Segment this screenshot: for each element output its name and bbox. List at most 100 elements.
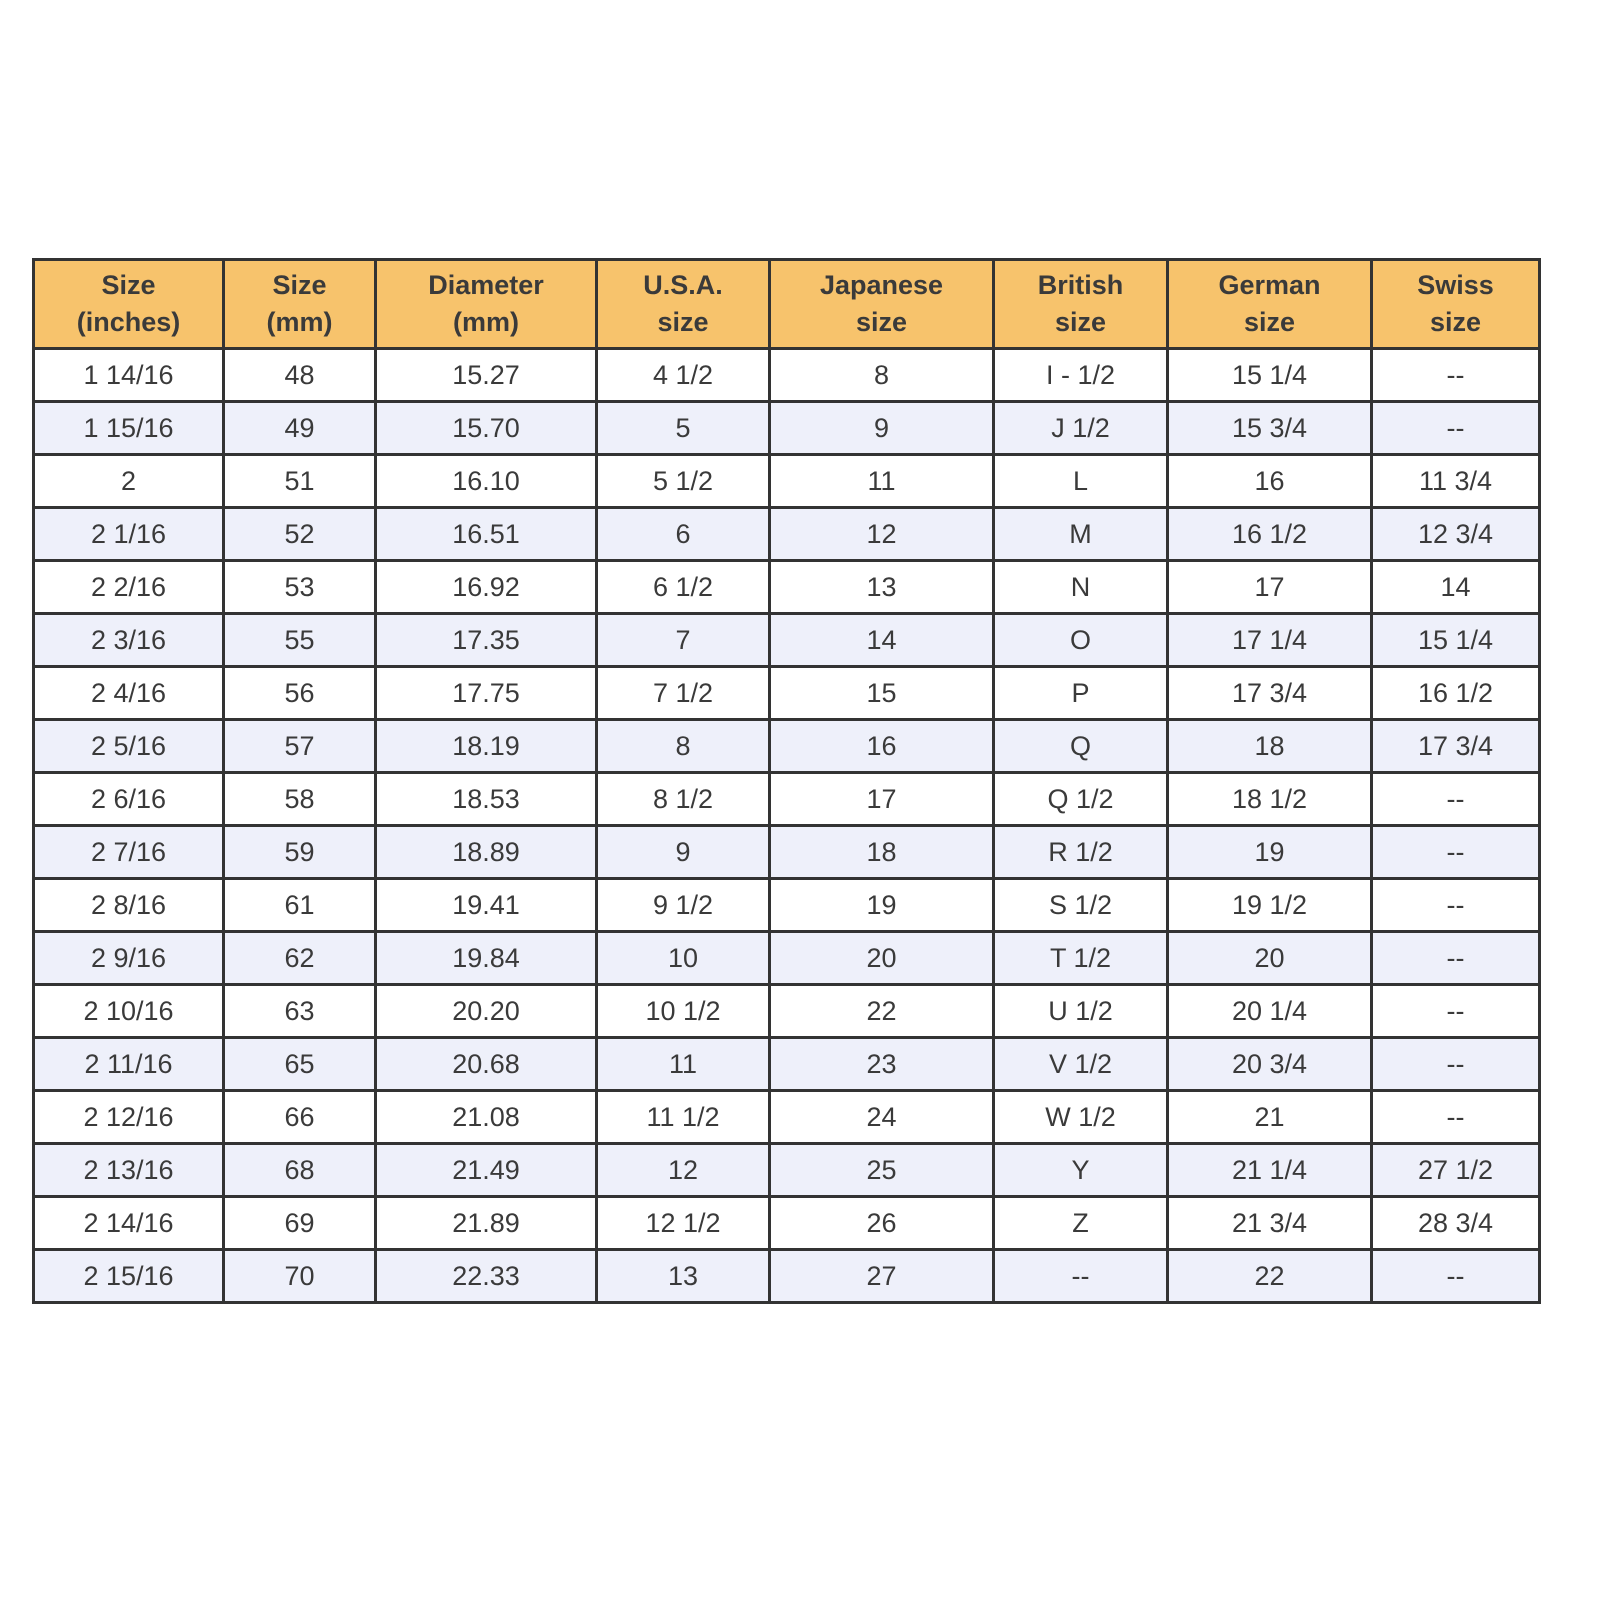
table-cell: 21.89 xyxy=(374,1195,598,1251)
table-cell: 2 3/16 xyxy=(32,612,225,668)
table-cell: 61 xyxy=(222,877,377,933)
table-row: 2 9/16 62 19.84 10 20 T 1/2 20 -- xyxy=(32,930,1541,986)
table-cell: 21.49 xyxy=(374,1142,598,1198)
table-cell: -- xyxy=(992,1248,1169,1304)
table-cell: 70 xyxy=(222,1248,377,1304)
table-cell: 17.75 xyxy=(374,665,598,721)
column-header: Diameter (mm) xyxy=(374,258,598,350)
table-cell: 25 xyxy=(768,1142,995,1198)
table-cell: 22 xyxy=(1166,1248,1373,1304)
column-header: Swiss size xyxy=(1370,258,1541,350)
table-cell: 11 xyxy=(768,453,995,509)
table-row: 2 6/16 58 18.53 8 1/2 17 Q 1/2 18 1/2 -- xyxy=(32,771,1541,827)
table-cell: 66 xyxy=(222,1089,377,1145)
table-cell: 17 xyxy=(1166,559,1373,615)
table-cell: 8 1/2 xyxy=(595,771,771,827)
table-cell: 18.89 xyxy=(374,824,598,880)
table-cell: 7 xyxy=(595,612,771,668)
column-header: Size (inches) xyxy=(32,258,225,350)
table-cell: 6 xyxy=(595,506,771,562)
table-cell: 2 1/16 xyxy=(32,506,225,562)
table-cell: 51 xyxy=(222,453,377,509)
table-cell: 48 xyxy=(222,347,377,403)
table-cell: -- xyxy=(1370,771,1541,827)
table-cell: M xyxy=(992,506,1169,562)
table-cell: 11 3/4 xyxy=(1370,453,1541,509)
table-cell: 19 xyxy=(768,877,995,933)
table-cell: 2 6/16 xyxy=(32,771,225,827)
table-cell: 9 xyxy=(595,824,771,880)
table-row: 2 2/16 53 16.92 6 1/2 13 N 17 14 xyxy=(32,559,1541,615)
table-cell: -- xyxy=(1370,824,1541,880)
table-cell: 16 1/2 xyxy=(1370,665,1541,721)
table-cell: -- xyxy=(1370,347,1541,403)
table-cell: P xyxy=(992,665,1169,721)
table-cell: 4 1/2 xyxy=(595,347,771,403)
table-cell: N xyxy=(992,559,1169,615)
table-cell: 18.19 xyxy=(374,718,598,774)
table-cell: O xyxy=(992,612,1169,668)
table-cell: L xyxy=(992,453,1169,509)
table-cell: 6 1/2 xyxy=(595,559,771,615)
table-cell: 13 xyxy=(768,559,995,615)
column-header: German size xyxy=(1166,258,1373,350)
table-cell: 12 3/4 xyxy=(1370,506,1541,562)
table-cell: 18 1/2 xyxy=(1166,771,1373,827)
table-cell: 22 xyxy=(768,983,995,1039)
table-cell: 19 xyxy=(1166,824,1373,880)
table-cell: 1 15/16 xyxy=(32,400,225,456)
table-cell: -- xyxy=(1370,983,1541,1039)
table-cell: 57 xyxy=(222,718,377,774)
table-cell: 2 12/16 xyxy=(32,1089,225,1145)
table-row: 2 10/16 63 20.20 10 1/2 22 U 1/2 20 1/4 -- xyxy=(32,983,1541,1039)
table-cell: W 1/2 xyxy=(992,1089,1169,1145)
table-cell: -- xyxy=(1370,1036,1541,1092)
table-cell: 21 3/4 xyxy=(1166,1195,1373,1251)
table-cell: 22.33 xyxy=(374,1248,598,1304)
table-cell: 15 3/4 xyxy=(1166,400,1373,456)
table-cell: 15 1/4 xyxy=(1166,347,1373,403)
table-cell: 19 1/2 xyxy=(1166,877,1373,933)
table-cell: 12 1/2 xyxy=(595,1195,771,1251)
table-cell: I - 1/2 xyxy=(992,347,1169,403)
table-cell: 17 3/4 xyxy=(1166,665,1373,721)
table-cell: 23 xyxy=(768,1036,995,1092)
table-cell: 19.84 xyxy=(374,930,598,986)
table-row: 2 1/16 52 16.51 6 12 M 16 1/2 12 3/4 xyxy=(32,506,1541,562)
table-cell: S 1/2 xyxy=(992,877,1169,933)
table-cell: 20.20 xyxy=(374,983,598,1039)
table-cell: 20 3/4 xyxy=(1166,1036,1373,1092)
table-cell: 2 8/16 xyxy=(32,877,225,933)
table-cell: -- xyxy=(1370,400,1541,456)
table-cell: 13 xyxy=(595,1248,771,1304)
table-cell: 16.51 xyxy=(374,506,598,562)
header-row: Size (inches) Size (mm) Diameter (mm) U.S.A… xyxy=(32,258,1541,350)
table-cell: 2 9/16 xyxy=(32,930,225,986)
table-cell: 17.35 xyxy=(374,612,598,668)
table-cell: 10 xyxy=(595,930,771,986)
table-cell: 58 xyxy=(222,771,377,827)
table-cell: 2 11/16 xyxy=(32,1036,225,1092)
table-cell: 18.53 xyxy=(374,771,598,827)
table-row: 2 5/16 57 18.19 8 16 Q 18 17 3/4 xyxy=(32,718,1541,774)
table-cell: 27 1/2 xyxy=(1370,1142,1541,1198)
table-cell: 16.92 xyxy=(374,559,598,615)
table-row: 2 7/16 59 18.89 9 18 R 1/2 19 -- xyxy=(32,824,1541,880)
table-cell: J 1/2 xyxy=(992,400,1169,456)
table-cell: -- xyxy=(1370,877,1541,933)
table-cell: 18 xyxy=(768,824,995,880)
table-cell: 15.70 xyxy=(374,400,598,456)
table-cell: 11 1/2 xyxy=(595,1089,771,1145)
table-cell: Q xyxy=(992,718,1169,774)
table-cell: 17 1/4 xyxy=(1166,612,1373,668)
table-cell: 2 xyxy=(32,453,225,509)
table-cell: 68 xyxy=(222,1142,377,1198)
table-cell: 26 xyxy=(768,1195,995,1251)
table-cell: 20 xyxy=(1166,930,1373,986)
table-cell: 10 1/2 xyxy=(595,983,771,1039)
table-cell: 27 xyxy=(768,1248,995,1304)
table-cell: 17 3/4 xyxy=(1370,718,1541,774)
table-cell: -- xyxy=(1370,1089,1541,1145)
table-cell: Z xyxy=(992,1195,1169,1251)
table-cell: 65 xyxy=(222,1036,377,1092)
